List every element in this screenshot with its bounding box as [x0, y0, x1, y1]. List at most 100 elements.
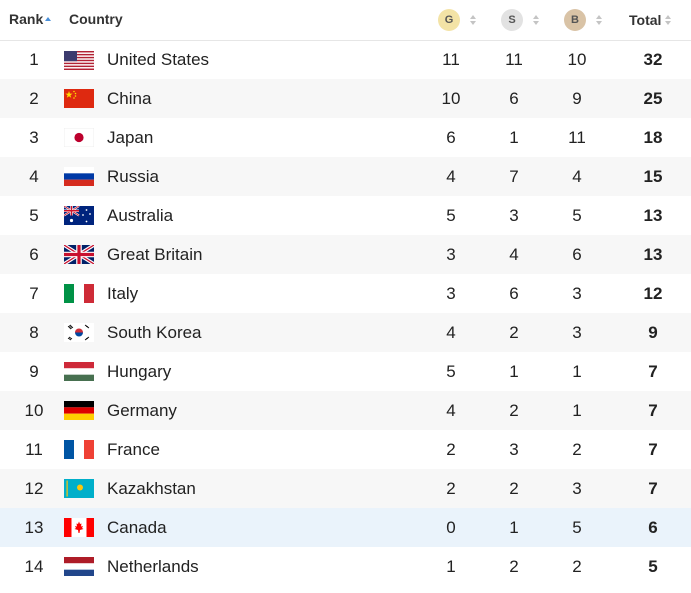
country-name: Kazakhstan [107, 478, 196, 498]
silver-count: 7 [509, 166, 519, 186]
silver-count: 1 [509, 517, 519, 537]
rank-header-label: Rank [9, 11, 44, 27]
flag-germany-icon [64, 401, 94, 420]
flag-south-korea-icon [64, 323, 94, 342]
bronze-count: 11 [568, 127, 586, 147]
total-count: 25 [643, 88, 663, 108]
country-name: United States [107, 50, 210, 69]
silver-count: 4 [509, 244, 519, 264]
gold-count: 11 [442, 50, 460, 69]
bronze-count: 5 [572, 517, 582, 537]
rank-cell: 13 [24, 517, 44, 537]
total-count: 13 [643, 205, 663, 225]
country-name: South Korea [107, 322, 202, 342]
silver-count: 2 [509, 322, 519, 342]
country-name: China [107, 88, 152, 108]
gold-column-header[interactable]: G [438, 0, 498, 40]
table-row[interactable]: 8 South Korea 4 2 3 9 [0, 313, 691, 352]
table-row[interactable]: 3 Japan 6 1 11 18 [0, 118, 691, 157]
table-row[interactable]: 2 China 10 6 9 25 [0, 79, 691, 118]
sort-ascending-icon [45, 17, 52, 21]
total-count: 7 [648, 400, 658, 420]
table-row[interactable]: 10 Germany 4 2 1 7 [0, 391, 691, 430]
bronze-count: 3 [572, 283, 582, 303]
gold-count: 5 [446, 205, 456, 225]
bronze-count: 1 [572, 400, 582, 420]
gold-count: 6 [446, 127, 456, 147]
gold-count: 3 [446, 244, 456, 264]
sort-icon [665, 15, 672, 25]
total-count: 5 [648, 556, 658, 576]
flag-italy-icon [64, 284, 94, 303]
rank-cell: 3 [29, 127, 39, 147]
gold-count: 4 [446, 400, 456, 420]
silver-count: 2 [509, 478, 519, 498]
table-header: Rank Country G S B Total [0, 0, 691, 41]
silver-count: 6 [509, 283, 519, 303]
country-name: Russia [107, 166, 159, 186]
total-count: 13 [643, 244, 663, 264]
table-row[interactable]: 4 Russia 4 7 4 15 [0, 157, 691, 196]
silver-count: 1 [509, 361, 519, 381]
flag-great-britain-icon [64, 245, 94, 264]
rank-cell: 7 [29, 283, 39, 303]
country-name: Netherlands [107, 556, 199, 576]
silver-count: 11 [505, 50, 523, 69]
flag-japan-icon [64, 128, 94, 147]
silver-count: 3 [509, 205, 519, 225]
rank-cell: 8 [29, 322, 39, 342]
gold-count: 2 [446, 478, 456, 498]
bronze-medal-icon: B [564, 9, 586, 31]
total-column-header[interactable]: Total [629, 0, 672, 40]
table-row[interactable]: 7 Italy 3 6 3 12 [0, 274, 691, 313]
table-row[interactable]: 9 Hungary 5 1 1 7 [0, 352, 691, 391]
rank-column-header[interactable]: Rank [9, 0, 52, 40]
gold-medal-icon: G [438, 9, 460, 31]
flag-france-icon [64, 440, 94, 459]
rank-cell: 1 [29, 50, 39, 69]
gold-count: 0 [446, 517, 456, 537]
total-header-label: Total [629, 12, 662, 28]
bronze-column-header[interactable]: B [564, 0, 624, 40]
bronze-count: 5 [572, 205, 582, 225]
table-row[interactable]: 11 France 2 3 2 7 [0, 430, 691, 469]
table-row[interactable]: 13 Canada 0 1 5 6 [0, 508, 691, 547]
silver-column-header[interactable]: S [501, 0, 561, 40]
bronze-count: 10 [567, 50, 587, 69]
bronze-count: 3 [572, 322, 582, 342]
silver-count: 1 [509, 127, 519, 147]
rank-cell: 12 [24, 478, 44, 498]
sort-icon [470, 15, 476, 25]
total-count: 32 [643, 50, 663, 69]
silver-medal-icon: S [501, 9, 523, 31]
gold-count: 1 [446, 556, 456, 576]
rank-cell: 10 [24, 400, 44, 420]
gold-count: 4 [446, 166, 456, 186]
flag-usa-icon [64, 50, 94, 70]
bronze-count: 9 [572, 88, 582, 108]
total-count: 9 [648, 322, 658, 342]
country-name: Japan [107, 127, 154, 147]
table-row[interactable]: 1 United States 11 11 10 32 [0, 41, 691, 79]
country-name: Australia [107, 205, 174, 225]
gold-count: 3 [446, 283, 456, 303]
flag-canada-icon [64, 518, 94, 537]
rank-cell: 9 [29, 361, 39, 381]
table-row[interactable]: 14 Netherlands 1 2 2 5 [0, 547, 691, 586]
bronze-count: 1 [572, 361, 582, 381]
rank-cell: 5 [29, 205, 39, 225]
flag-china-icon [64, 89, 94, 108]
rank-cell: 2 [29, 88, 39, 108]
rank-cell: 11 [25, 439, 43, 459]
country-name: Italy [107, 283, 139, 303]
bronze-count: 4 [572, 166, 582, 186]
country-name: Great Britain [107, 244, 203, 264]
bronze-count: 2 [572, 439, 582, 459]
rank-cell: 4 [29, 166, 39, 186]
gold-count: 2 [446, 439, 456, 459]
flag-kazakhstan-icon [64, 479, 94, 498]
table-row[interactable]: 5 Australia 5 3 5 13 [0, 196, 691, 235]
table-row[interactable]: 12 Kazakhstan 2 2 3 7 [0, 469, 691, 508]
bronze-count: 2 [572, 556, 582, 576]
table-row[interactable]: 6 Great Britain 3 4 6 13 [0, 235, 691, 274]
